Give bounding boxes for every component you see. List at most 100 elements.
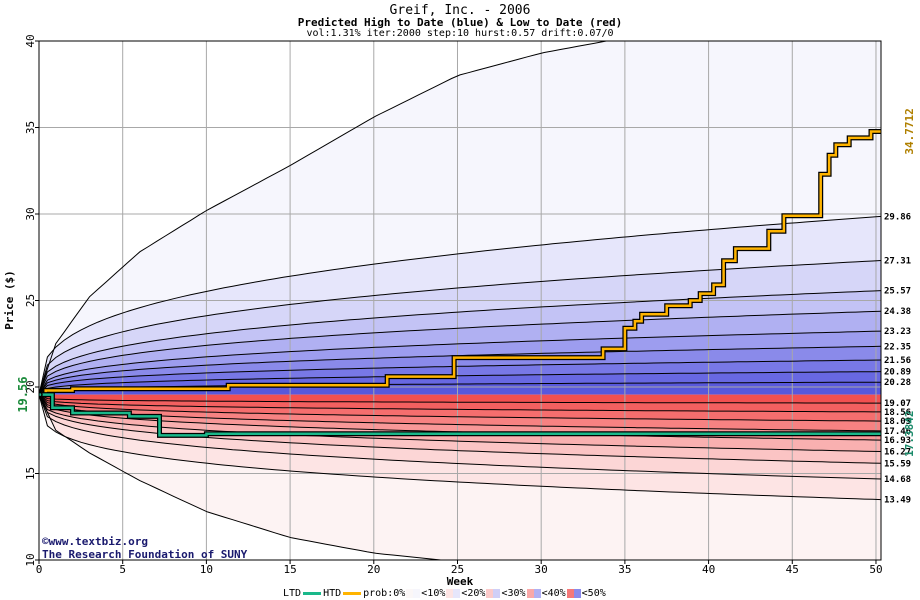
x-tick-label: 35: [618, 563, 631, 576]
high-band: [39, 346, 881, 395]
lower-envelope-line: [39, 394, 447, 560]
quantile-end-label: 16.27: [884, 448, 911, 458]
y-tick-label: 20: [24, 380, 37, 393]
quantile-end-label: 19.07: [884, 399, 911, 409]
low-band: [39, 394, 881, 431]
low-quantile-line: [39, 394, 881, 422]
low-band: [39, 394, 881, 452]
quantile-end-label: 29.86: [884, 212, 911, 222]
credit-organization: The Research Foundation of SUNY: [42, 548, 248, 561]
ltd-path: [39, 393, 881, 437]
credit-block: ©www.textbiz.org The Research Foundation…: [42, 535, 247, 561]
high-band-core: [39, 382, 881, 395]
x-tick-label: 50: [869, 563, 882, 576]
quantile-end-label: 25.57: [884, 287, 911, 297]
high-quantile-line: [39, 215, 881, 395]
low-band-outer: [39, 394, 881, 560]
x-tick-label: 30: [535, 563, 548, 576]
high-quantile-line: [39, 260, 881, 395]
low-quantile-line: [39, 394, 881, 404]
y-tick-label: 30: [24, 207, 37, 220]
htd-path: [39, 130, 881, 396]
low-quantile-line: [39, 394, 881, 452]
x-tick-label: 45: [786, 563, 799, 576]
low-quantile-line: [39, 394, 881, 432]
legend-htd-swatch: [343, 591, 362, 595]
x-tick-label: 40: [702, 563, 715, 576]
x-tick-label: 20: [367, 563, 380, 576]
y-tick-label: 10: [24, 553, 37, 566]
quantile-end-label: 18.03: [884, 417, 911, 427]
quantile-end-label: 17.46: [884, 427, 911, 437]
quantile-end-label: 13.49: [884, 496, 911, 506]
chart-title: Greif, Inc. - 2006: [389, 3, 531, 18]
chart-params: vol:1.31% iter:2000 step:10 hurst:0.57 d…: [306, 28, 614, 39]
x-tick-label: 25: [451, 563, 464, 576]
high-band: [39, 290, 881, 395]
quantile-end-label: 22.35: [884, 342, 911, 352]
quantile-end-label: 20.28: [884, 378, 911, 388]
legend-b10-swatch: [446, 588, 461, 598]
htd-end-label: 34.7712: [903, 108, 916, 154]
quantile-end-label: 15.59: [884, 459, 911, 469]
y-tick-label: 35: [24, 121, 37, 134]
high-quantile-line: [39, 310, 881, 395]
low-quantile-line: [39, 394, 881, 501]
low-band: [39, 394, 881, 441]
x-axis-title: Week: [447, 575, 474, 588]
upper-envelope-line: [39, 41, 609, 395]
low-quantile-line: [39, 394, 881, 480]
credit-website: ©www.textbiz.org: [42, 535, 148, 548]
x-tick-label: 5: [119, 563, 126, 576]
high-band: [39, 311, 881, 395]
y-tick-label: 25: [24, 294, 37, 307]
chart-subtitle: Predicted High to Date (blue) & Low to D…: [297, 16, 623, 29]
legend-b20-label: <20%: [461, 587, 486, 599]
x-tick-label: 10: [200, 563, 213, 576]
high-band: [39, 216, 881, 395]
y-tick-label: 15: [24, 467, 37, 480]
legend-htd-label: HTD: [323, 587, 342, 599]
quantile-end-label: 18.56: [884, 408, 911, 418]
legend-b10-label: <10%: [421, 587, 446, 599]
low-band: [39, 394, 881, 412]
ltd-end-label: 17.3842: [903, 411, 916, 457]
legend-prob0-swatch: [406, 588, 421, 598]
legend-ltd-swatch: [303, 591, 322, 595]
legend-b30-label: <30%: [501, 587, 526, 599]
high-quantile-line: [39, 371, 881, 396]
high-band: [39, 331, 881, 395]
x-tick-label: 0: [36, 563, 43, 576]
low-band: [39, 394, 881, 422]
x-tick-label: 15: [283, 563, 296, 576]
high-quantile-line: [39, 330, 881, 395]
quantile-end-label: 23.23: [884, 327, 911, 337]
legend-b30-swatch: [526, 588, 541, 598]
quantile-end-label: 27.31: [884, 257, 911, 267]
high-quantile-line: [39, 290, 881, 395]
high-band: [39, 360, 881, 395]
start-point-marker: [39, 390, 43, 399]
high-quantile-line: [39, 359, 881, 395]
legend-b40-label: <40%: [541, 587, 566, 599]
legend-b50-label: <50%: [581, 587, 606, 599]
quantile-end-label: 14.68: [884, 475, 911, 485]
low-band: [39, 394, 881, 464]
legend-prob-label: prob:0%: [363, 587, 406, 599]
quantile-end-label: 21.56: [884, 356, 911, 366]
legend: LTD HTD prob:0% <10% <20% <30% <40% <50%: [283, 586, 606, 600]
legend-ltd-label: LTD: [283, 587, 302, 599]
low-quantile-line: [39, 394, 881, 413]
high-band: [39, 260, 881, 395]
start-price-label: 19.56: [16, 377, 30, 413]
legend-b20-swatch: [486, 588, 501, 598]
quantile-end-label: 24.38: [884, 307, 911, 317]
quantile-end-label: 16.93: [884, 436, 911, 446]
quantile-end-label: 20.89: [884, 368, 911, 378]
high-band: [39, 371, 881, 395]
high-band-outer: [39, 41, 881, 395]
y-axis-title: Price ($): [3, 270, 16, 330]
y-tick-label: 40: [24, 34, 37, 47]
legend-b40-swatch: [566, 588, 581, 598]
